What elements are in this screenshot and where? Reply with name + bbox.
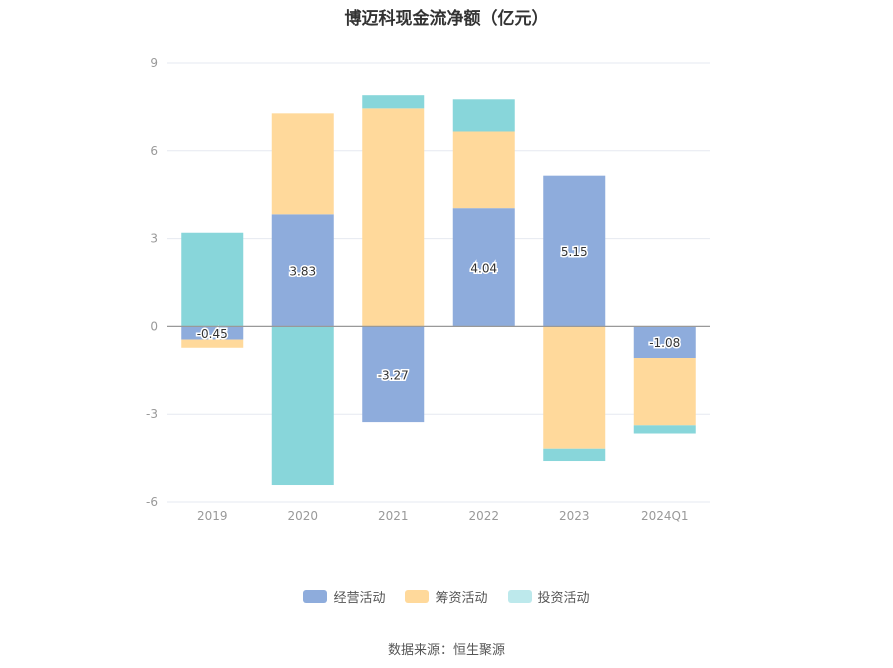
y-tick-label: -6 (146, 495, 158, 509)
chart-plot: 9 6 3 0 -3 -6 2019 -0.45 2020 3.83 2021 -3.27 2022 4.… (146, 56, 710, 523)
y-tick-label: 0 (150, 319, 158, 333)
y-tick-label: 3 (150, 232, 158, 246)
bar-operating[interactable] (362, 326, 425, 423)
x-tick-label: 2022 (468, 509, 499, 523)
bar-operating[interactable] (271, 214, 334, 327)
data-label: -3.27 (378, 368, 409, 382)
data-label: -0.45 (197, 327, 228, 341)
data-source: 数据来源：恒生聚源 (387, 643, 505, 658)
bar-investing[interactable] (181, 232, 244, 327)
legend-item-operating[interactable]: 经营活动 (303, 587, 385, 606)
data-label: 4.04 (470, 261, 497, 275)
legend-swatch-operating (303, 590, 328, 603)
y-tick-label: 6 (150, 144, 158, 158)
bar-operating[interactable] (181, 326, 244, 340)
legend-item-financing[interactable]: 筹资活动 (405, 587, 488, 606)
bar-financing[interactable] (271, 113, 334, 215)
bar-operating[interactable] (543, 175, 606, 327)
bar-operating[interactable] (452, 208, 515, 327)
bar-investing[interactable] (362, 95, 425, 109)
bar-financing[interactable] (452, 131, 515, 209)
bar-investing[interactable] (633, 425, 696, 434)
x-tick-label: 2021 (378, 509, 409, 523)
x-tick-label: 2019 (197, 509, 228, 523)
legend-swatch-financing (405, 590, 430, 603)
x-tick-label: 2023 (559, 509, 590, 523)
bar-financing[interactable] (633, 358, 696, 426)
bar-financing[interactable] (543, 326, 606, 449)
bar-financing[interactable] (362, 108, 425, 327)
bar-investing[interactable] (543, 448, 606, 462)
bar-investing[interactable] (452, 99, 515, 132)
chart-legend: 经营活动 筹资活动 投资活动 (0, 587, 893, 606)
legend-label-operating: 经营活动 (333, 591, 386, 606)
bar-financing[interactable] (181, 339, 244, 348)
x-tick-label: 2020 (287, 509, 318, 523)
legend-item-investing[interactable]: 投资活动 (507, 587, 590, 606)
chart-title: 博迈科现金流净额（亿元） (344, 9, 549, 29)
data-label: 3.83 (289, 264, 316, 278)
legend-label-financing: 筹资活动 (435, 591, 488, 606)
data-label: 5.15 (561, 245, 588, 259)
bar-investing[interactable] (271, 326, 334, 486)
y-tick-label: -3 (146, 407, 158, 421)
data-label: -1.08 (649, 336, 680, 350)
y-tick-label: 9 (150, 56, 158, 70)
x-tick-label: 2024Q1 (641, 509, 689, 523)
legend-label-investing: 投资活动 (537, 591, 590, 606)
bar-operating[interactable] (633, 326, 696, 359)
legend-swatch-investing (507, 590, 532, 603)
